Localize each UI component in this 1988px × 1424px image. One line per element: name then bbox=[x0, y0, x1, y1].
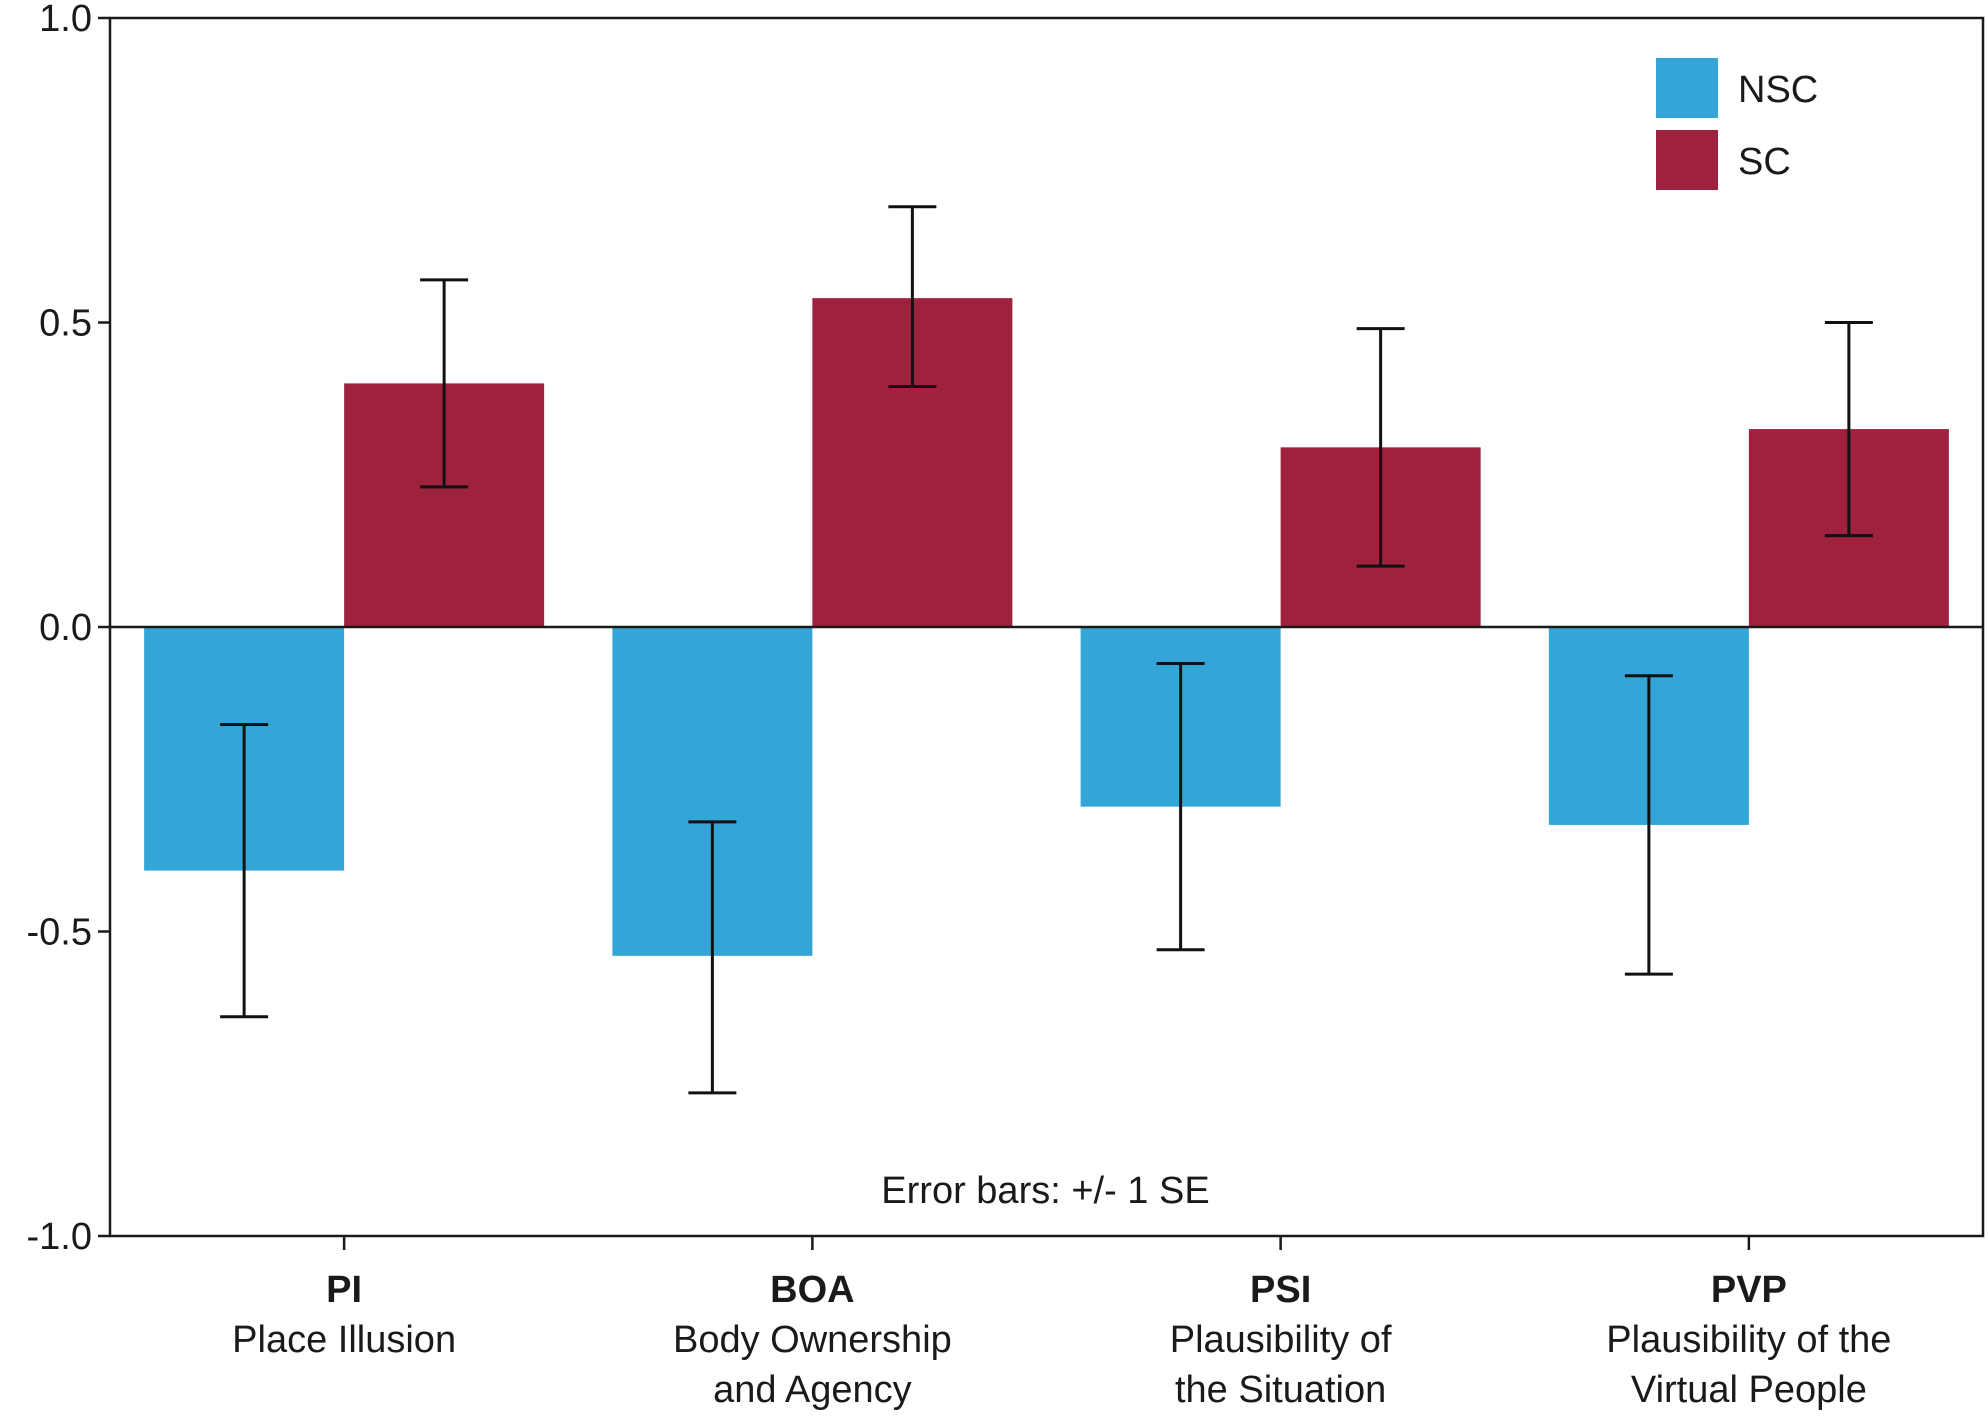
y-tick-label: 1.0 bbox=[39, 0, 92, 40]
error-bars-note: Error bars: +/- 1 SE bbox=[881, 1170, 1209, 1212]
error-bar-nsc-pi bbox=[220, 722, 269, 1019]
error-bar-sc-pi bbox=[420, 278, 469, 489]
legend-swatch-sc bbox=[1656, 130, 1718, 190]
category-name-boa: Body Ownership bbox=[673, 1319, 952, 1361]
y-tick-label: 0.0 bbox=[39, 607, 92, 649]
category-name-psi: Plausibility of bbox=[1170, 1319, 1392, 1361]
category-name-pvp: Plausibility of the bbox=[1606, 1319, 1891, 1361]
legend-label-nsc: NSC bbox=[1738, 69, 1818, 111]
error-bar-sc-pvp bbox=[1824, 321, 1873, 538]
legend-label-sc: SC bbox=[1738, 141, 1791, 183]
error-bar-sc-boa bbox=[888, 205, 937, 388]
y-tick-label: -1.0 bbox=[27, 1216, 92, 1258]
legend-swatch-nsc bbox=[1656, 58, 1718, 118]
category-name-pi: Place Illusion bbox=[232, 1319, 456, 1361]
error-bar-nsc-pvp bbox=[1624, 674, 1673, 976]
category-code-boa: BOA bbox=[770, 1269, 854, 1311]
y-tick-label: -0.5 bbox=[27, 912, 92, 954]
category-name-boa: and Agency bbox=[713, 1369, 912, 1411]
error-bar-sc-psi bbox=[1356, 327, 1405, 568]
error-bar-nsc-psi bbox=[1156, 662, 1205, 952]
y-tick-label: 0.5 bbox=[39, 303, 92, 345]
legend: NSC SC bbox=[1656, 58, 1818, 190]
category-code-pvp: PVP bbox=[1711, 1269, 1787, 1311]
category-code-pi: PI bbox=[326, 1269, 362, 1311]
error-bar-nsc-boa bbox=[688, 820, 737, 1095]
category-code-psi: PSI bbox=[1250, 1269, 1311, 1311]
category-name-pvp: Virtual People bbox=[1631, 1369, 1867, 1411]
category-name-psi: the Situation bbox=[1175, 1369, 1386, 1411]
